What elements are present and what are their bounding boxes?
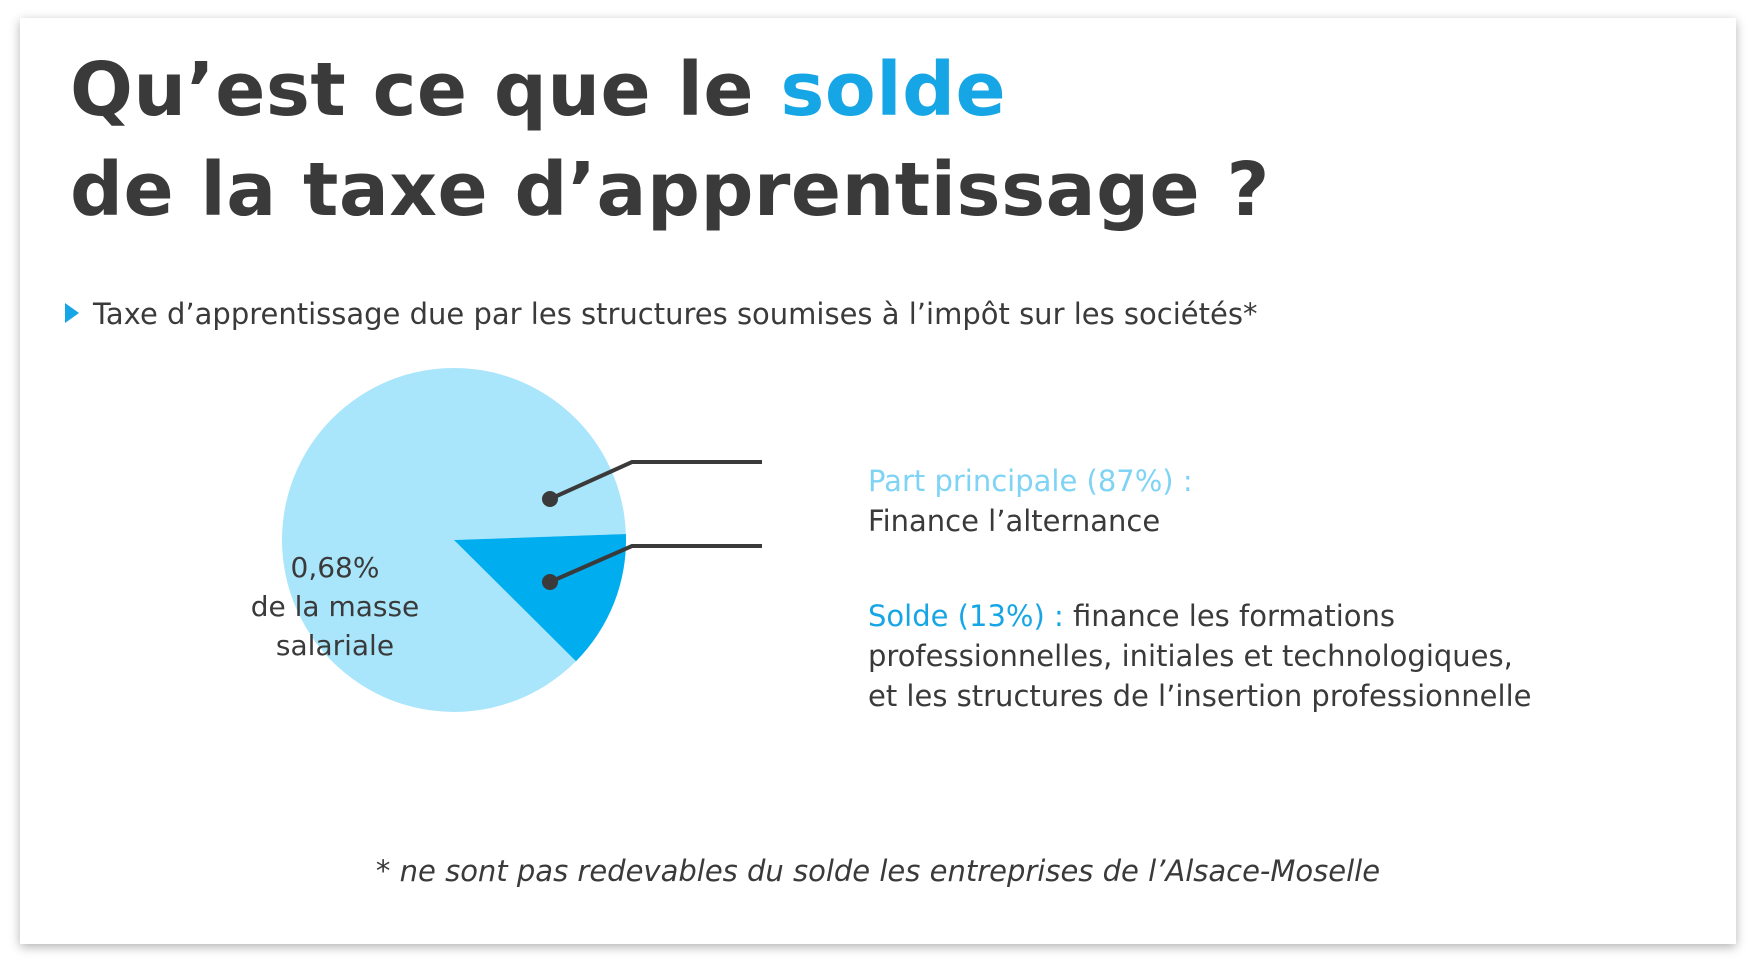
pie-label-line1: 0,68%: [290, 551, 380, 584]
pie-slice-part-principale: [282, 367, 626, 712]
legend-part-principale-head: Part principale (87%) :: [868, 464, 1193, 498]
legend-part-principale: Part principale (87%) : Finance l’altern…: [868, 461, 1193, 541]
slide: Qu’est ce que le solde de la taxe d’appre…: [20, 18, 1736, 944]
bullet-triangle-icon: [65, 303, 79, 323]
title-line2: de la taxe d’apprentissage ?: [70, 147, 1270, 233]
leader-dot-solde: [542, 574, 558, 590]
legend-solde-head: Solde (13%) :: [868, 599, 1064, 633]
legend-solde: Solde (13%) : finance les formations pro…: [868, 596, 1531, 716]
page-title: Qu’est ce que le solde de la taxe d’appre…: [70, 40, 1270, 240]
subtitle-text: Taxe d’apprentissage due par les structu…: [93, 297, 1258, 331]
pie-label-line3: salariale: [275, 629, 395, 662]
title-accent-word: solde: [780, 47, 1007, 133]
pie-chart: [282, 367, 762, 712]
pie-label-line2: de la masse: [250, 590, 420, 623]
leader-line-solde: [549, 544, 762, 584]
legend-solde-text3: et les structures de l’insertion profess…: [868, 679, 1532, 713]
pie-center-label: 0,68% de la masse salariale: [210, 548, 460, 665]
subtitle: Taxe d’apprentissage due par les structu…: [65, 294, 1257, 334]
legend-solde-text1: finance les formations: [1063, 599, 1396, 633]
legend-solde-text2: professionnelles, initiales et technolog…: [868, 639, 1513, 673]
footnote: * ne sont pas redevables du solde les en…: [375, 854, 1381, 888]
leader-dot-part-principale: [542, 491, 558, 507]
leader-line-part-principale: [549, 460, 762, 501]
title-line1-prefix: Qu’est ce que le: [70, 47, 781, 133]
legend-part-principale-text: Finance l’alternance: [868, 504, 1161, 538]
